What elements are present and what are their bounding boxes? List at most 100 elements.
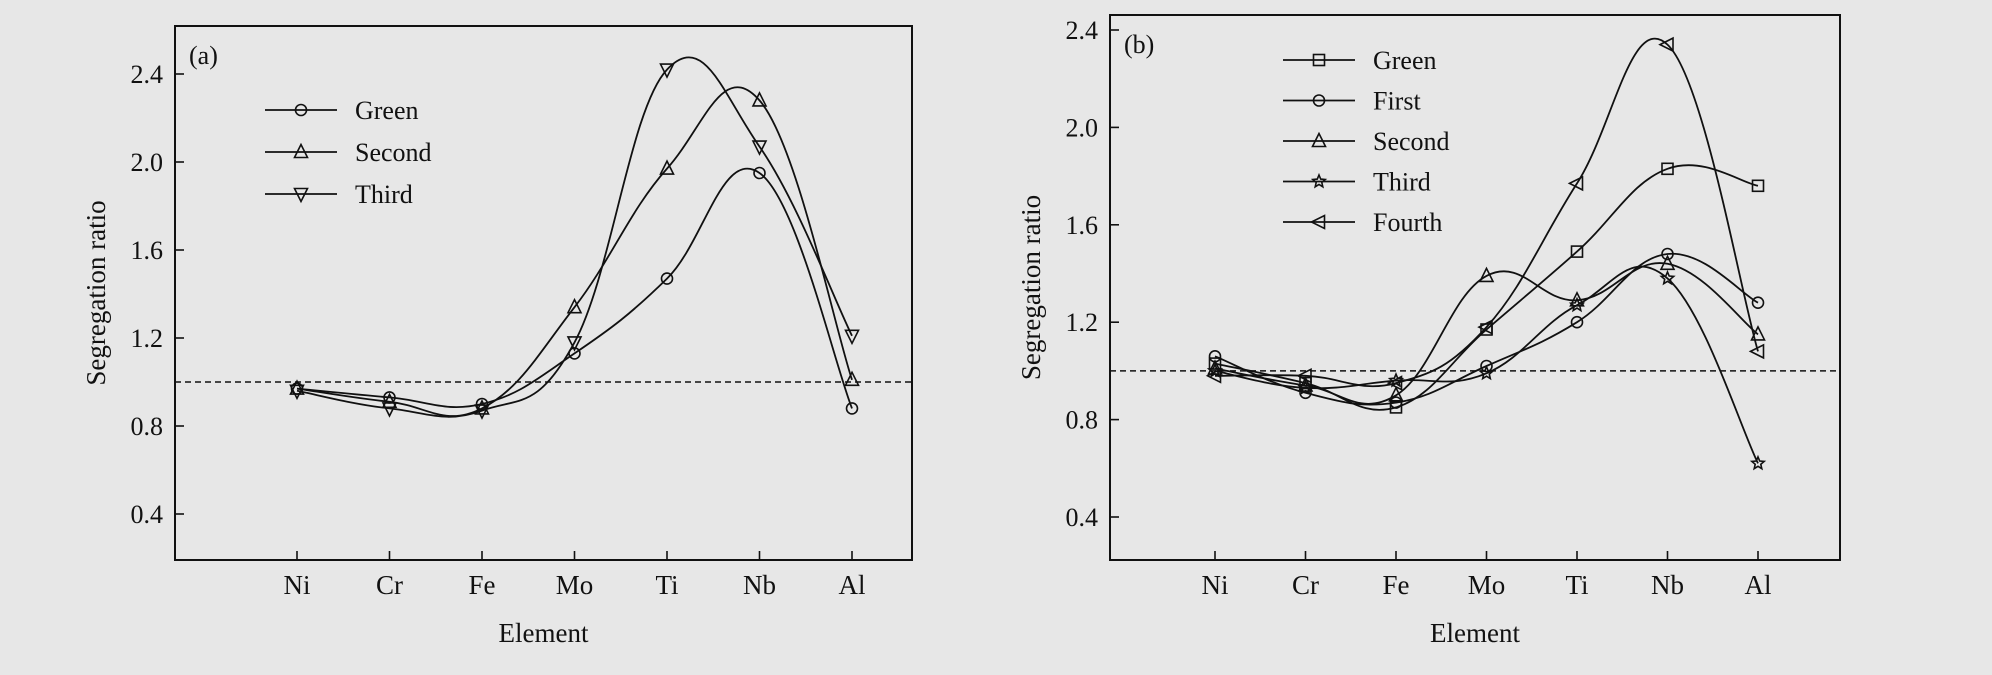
y-tick-label: 1.2: [1066, 308, 1099, 337]
y-tick-label: 0.4: [1066, 503, 1099, 532]
legend-label: First: [1373, 87, 1421, 116]
legend-marker: [1312, 53, 1326, 67]
legend-label: Third: [1373, 168, 1431, 197]
legend-marker: [1312, 94, 1326, 107]
data-point: [659, 159, 675, 175]
series-second: Second: [1207, 127, 1766, 405]
data-point: [1750, 325, 1766, 341]
data-point: [1570, 245, 1584, 258]
y-axis-label: Segregation ratio: [81, 200, 111, 385]
data-point: [1751, 179, 1765, 193]
legend-label: Fourth: [1373, 208, 1442, 237]
y-tick-label: 2.0: [1066, 113, 1099, 142]
data-point: [844, 329, 860, 346]
legend-marker: [293, 142, 309, 159]
x-tick-label: Cr: [1292, 570, 1319, 600]
data-point: [1661, 247, 1674, 261]
legend-marker: [294, 103, 308, 117]
x-tick-label: Ti: [655, 570, 678, 600]
data-point: [1661, 162, 1674, 176]
x-axis-label: Element: [499, 618, 589, 648]
data-point: [1386, 375, 1403, 391]
series-line: [296, 167, 853, 409]
legend-marker: [293, 187, 309, 204]
x-tick-label: Ti: [1565, 570, 1588, 600]
data-point: [474, 404, 490, 420]
data-point: [660, 272, 674, 285]
data-point: [1567, 175, 1584, 192]
y-tick-label: 0.8: [1066, 406, 1099, 435]
chart-panel-1: 0.4 0.8 1.2 1.6 2.0 2.4 Ni Cr Fe Mo Ti Nb Al Element S…: [81, 25, 913, 648]
data-point: [1389, 396, 1403, 409]
data-point: [474, 399, 490, 415]
legend-marker: [1311, 131, 1327, 148]
data-point: [1751, 296, 1765, 310]
plot-frame: [1109, 14, 1841, 561]
data-point: [1748, 343, 1765, 360]
data-point: [753, 166, 766, 180]
data-point: [1296, 368, 1312, 384]
chart-panel-2: 0.4 0.8 1.2 1.6 2.0 2.4 Ni Cr Fe Mo Ti Nb Al Element S…: [1016, 14, 1841, 648]
x-tick-label: Fe: [1383, 570, 1410, 600]
legend-label: Second: [1373, 127, 1450, 156]
series-fourth: Fourth: [1205, 36, 1765, 391]
y-tick-label: 2.4: [131, 60, 164, 89]
series-line: [296, 56, 853, 418]
data-point: [475, 397, 489, 411]
data-point: [1659, 269, 1676, 286]
data-point: [566, 297, 583, 314]
panel-label: (a): [189, 41, 218, 70]
data-point: [844, 370, 860, 387]
legend-label: Green: [1373, 46, 1437, 75]
y-tick-label: 1.6: [1066, 211, 1099, 240]
legend-marker: [1310, 172, 1328, 189]
series-line: [1214, 253, 1759, 406]
data-point: [659, 63, 675, 79]
x-tick-label: Al: [1745, 570, 1772, 600]
x-axis-label: Element: [1430, 618, 1520, 648]
legend-label: Third: [355, 180, 413, 209]
data-point: [1478, 266, 1495, 283]
data-point: [289, 379, 305, 395]
data-point: [566, 336, 583, 352]
legend-marker: [1309, 214, 1326, 230]
series-green: Green: [265, 96, 859, 415]
x-tick-label: Mo: [556, 570, 594, 600]
y-axis-label: Segregation ratio: [1016, 195, 1046, 380]
data-point: [289, 384, 305, 401]
x-tick-label: Nb: [1651, 570, 1684, 600]
data-point: [1658, 36, 1674, 53]
x-tick-label: Ni: [284, 570, 311, 600]
panel-label: (b): [1124, 30, 1154, 59]
legend-label: Green: [355, 96, 419, 125]
y-tick-label: 2.0: [131, 148, 164, 177]
x-tick-label: Fe: [469, 570, 496, 600]
y-tick-label: 0.4: [131, 500, 164, 529]
data-point: [845, 402, 859, 415]
data-point: [1478, 364, 1495, 381]
data-point: [1659, 254, 1676, 271]
y-tick-label: 1.2: [131, 324, 164, 353]
data-point: [381, 392, 398, 409]
plot-frame: [174, 25, 913, 561]
x-tick-label: Al: [839, 570, 866, 600]
x-tick-label: Nb: [743, 570, 776, 600]
x-tick-label: Ni: [1202, 570, 1229, 600]
series-line: [1214, 37, 1759, 388]
y-tick-label: 2.4: [1066, 16, 1099, 45]
data-point: [1205, 368, 1222, 384]
series-line: [296, 86, 853, 417]
series-first: First: [1208, 87, 1765, 409]
data-point: [1568, 296, 1586, 313]
y-tick-label: 1.6: [131, 236, 164, 265]
data-point: [1749, 454, 1767, 471]
data-point: [1480, 359, 1493, 373]
data-point: [381, 402, 398, 418]
data-point: [1388, 386, 1404, 402]
series-third: Third: [1206, 168, 1767, 471]
legend-label: Second: [355, 138, 432, 167]
data-point: [1206, 362, 1224, 378]
data-point: [751, 140, 768, 156]
x-tick-label: Mo: [1468, 570, 1506, 600]
y-tick-label: 0.8: [131, 412, 164, 441]
